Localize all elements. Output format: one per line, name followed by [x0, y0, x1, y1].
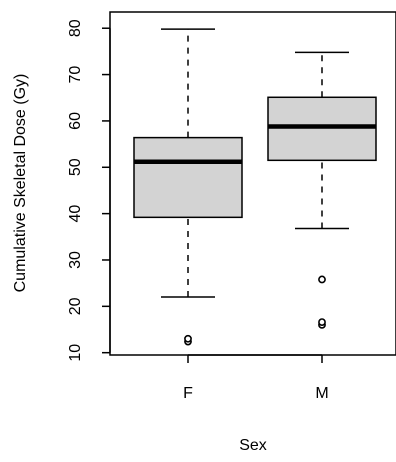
boxes: [133, 28, 377, 346]
y-tick-label: 30: [67, 251, 84, 269]
y-tick-label: 50: [67, 158, 84, 176]
box-group-m: [267, 51, 377, 329]
y-tick-label: 60: [67, 112, 84, 130]
y-tick-label: 80: [67, 19, 84, 37]
x-tick-label: M: [315, 385, 328, 402]
x-tick-label: F: [183, 385, 193, 402]
y-tick-label: 20: [67, 297, 84, 315]
outlier-point: [318, 318, 326, 326]
x-axis-title: Sex: [239, 437, 267, 454]
box-rect: [267, 96, 377, 162]
y-tick-label: 70: [67, 66, 84, 84]
y-axis-title: Cumulative Skeletal Dose (Gy): [12, 74, 29, 293]
y-axis: 10 20 30 40 50 60 70 80: [67, 19, 111, 362]
outlier-point: [318, 275, 326, 284]
outlier-point: [184, 334, 192, 343]
box-rect: [133, 136, 243, 219]
y-tick-label: 40: [67, 205, 84, 223]
y-tick-label: 10: [67, 344, 84, 362]
box-group-f: [133, 28, 243, 346]
